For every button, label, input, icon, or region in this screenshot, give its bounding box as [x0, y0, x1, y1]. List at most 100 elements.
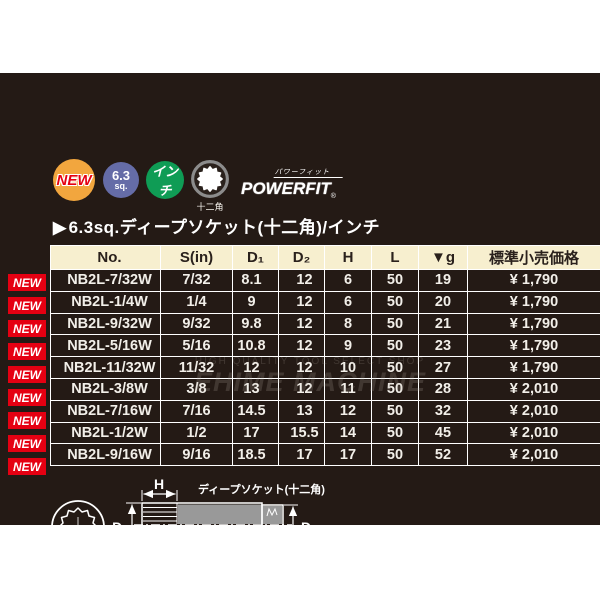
cell-l: 50 — [371, 356, 419, 379]
cell-size-inch: 9/16 — [160, 443, 233, 467]
row-new-badge: NEW — [8, 458, 46, 475]
cell-price: ¥ 2,010 — [467, 443, 600, 467]
row-new-badge: NEW — [8, 366, 46, 383]
cell-weight: 28 — [418, 377, 468, 401]
twelve-point-icon — [191, 160, 229, 198]
table-row: NB2L-5/16W 5/16 10.8 12 9 50 23 ¥ 1,790 — [50, 334, 600, 358]
cell-part-number: NB2L-1/4W — [50, 290, 161, 314]
cell-d1: 10.8 — [232, 334, 279, 358]
cell-size-inch: 11/32 — [160, 356, 233, 379]
dimension-d1: D₁ — [112, 502, 141, 547]
header-h: H — [324, 245, 372, 270]
spec-table: No. S(in) D₁ D₂ H L ▼g 標準小売価格 NB2L-7/32W… — [50, 245, 600, 467]
powerfit-brand: POWERFIT — [241, 179, 331, 198]
cell-weight: 21 — [418, 312, 468, 336]
cell-part-number: NB2L-11/32W — [50, 356, 161, 379]
cell-l: 50 — [371, 443, 419, 467]
label-d2: D₂ — [301, 519, 317, 535]
row-new-badge: NEW — [8, 320, 46, 337]
cell-price: ¥ 1,790 — [467, 290, 600, 314]
section-title: ▶ 6.3sq.ディープソケット(十二角)/インチ — [53, 213, 380, 238]
cell-part-number: NB2L-9/16W — [50, 443, 161, 467]
section-title-text: 6.3sq.ディープソケット(十二角)/インチ — [68, 218, 381, 237]
dimension-diagram: S D₁ — [51, 479, 325, 589]
header-d2: D₂ — [278, 245, 325, 270]
cell-size-inch: 3/8 — [160, 377, 233, 401]
cell-weight: 20 — [418, 290, 468, 314]
header-d1: D₁ — [232, 245, 279, 270]
cell-l: 50 — [371, 269, 419, 292]
new-badge: NEW — [53, 159, 95, 201]
cell-h: 9 — [324, 334, 372, 358]
cell-d1: 17 — [232, 421, 279, 445]
cell-weight: 45 — [418, 421, 468, 445]
cell-l: 50 — [371, 399, 419, 423]
cell-l: 50 — [371, 377, 419, 401]
socket-side-view — [134, 502, 292, 547]
row-new-badge: NEW — [8, 435, 46, 452]
cell-size-inch: 1/2 — [160, 421, 233, 445]
row-new-badge: NEW — [8, 274, 46, 291]
socket-end-view — [51, 500, 105, 554]
label-l: L — [208, 572, 217, 589]
cell-d1: 12 — [232, 356, 279, 379]
cell-d2: 12 — [278, 290, 325, 314]
header-l: L — [371, 245, 419, 270]
cell-l: 50 — [371, 334, 419, 358]
cell-d2: 12 — [278, 377, 325, 401]
spec-table-body: NB2L-7/32W 7/32 8.1 12 6 50 19 ¥ 1,790 N… — [50, 269, 600, 467]
powerfit-ruby: パワーフィット — [273, 167, 346, 178]
table-row: NB2L-9/16W 9/16 18.5 17 17 50 52 ¥ 2,010 — [50, 443, 600, 467]
row-new-badge: NEW — [8, 297, 46, 314]
new-flag-column: NEW NEW NEW NEW NEW NEW NEW NEW NEW — [8, 271, 48, 478]
cell-d2: 13 — [278, 399, 325, 423]
cell-part-number: NB2L-9/32W — [50, 312, 161, 336]
cell-l: 50 — [371, 421, 419, 445]
cell-d1: 13 — [232, 377, 279, 401]
cell-size-inch: 7/16 — [160, 399, 233, 423]
label-s: S — [71, 572, 81, 589]
cell-price: ¥ 1,790 — [467, 312, 600, 336]
table-row: NB2L-3/8W 3/8 13 12 11 50 28 ¥ 2,010 — [50, 377, 600, 401]
cell-d2: 12 — [278, 312, 325, 336]
cell-size-inch: 5/16 — [160, 334, 233, 358]
row-new-badge: NEW — [8, 343, 46, 360]
diagram-caption: ディープソケット(十二角) — [198, 482, 325, 496]
cell-h: 12 — [324, 399, 372, 423]
cell-l: 50 — [371, 312, 419, 336]
inch-badge-label: インチ — [151, 164, 178, 198]
cell-part-number: NB2L-7/16W — [50, 399, 161, 423]
cell-d1: 14.5 — [232, 399, 279, 423]
dimension-s: S — [51, 551, 105, 589]
cell-part-number: NB2L-7/32W — [50, 269, 161, 292]
drive-size-value: 6.3 — [111, 168, 131, 183]
cell-h: 10 — [324, 356, 372, 379]
cell-price: ¥ 2,010 — [467, 377, 600, 401]
table-row: NB2L-1/4W 1/4 9 12 6 50 20 ¥ 1,790 — [50, 290, 600, 314]
dimension-d2: D₂ — [284, 504, 317, 545]
drive-size-badge: 6.3 sq. — [103, 162, 139, 198]
row-new-badge: NEW — [8, 389, 46, 406]
cell-l: 50 — [371, 290, 419, 314]
cell-part-number: NB2L-3/8W — [50, 377, 161, 401]
cell-price: ¥ 2,010 — [467, 399, 600, 423]
title-arrow-icon: ▶ — [53, 218, 67, 237]
cell-h: 6 — [324, 269, 372, 292]
cell-h: 8 — [324, 312, 372, 336]
dimension-l: L — [141, 547, 284, 589]
cell-price: ¥ 2,010 — [467, 421, 600, 445]
cell-price: ¥ 1,790 — [467, 269, 600, 292]
cell-d2: 17 — [278, 443, 325, 467]
header-s-in: S(in) — [160, 245, 233, 270]
powerfit-logo: パワーフィット POWERFIT® — [241, 161, 351, 200]
row-new-badge: NEW — [8, 412, 46, 429]
cell-h: 14 — [324, 421, 372, 445]
new-badge-label: NEW — [56, 171, 92, 189]
drive-size-unit: sq. — [114, 181, 128, 191]
cell-d1: 9.8 — [232, 312, 279, 336]
cell-h: 11 — [324, 377, 372, 401]
cell-h: 17 — [324, 443, 372, 467]
cell-d1: 18.5 — [232, 443, 279, 467]
table-row: NB2L-11/32W 11/32 12 12 10 50 27 ¥ 1,790 — [50, 356, 600, 379]
header-weight: ▼g — [418, 245, 468, 270]
